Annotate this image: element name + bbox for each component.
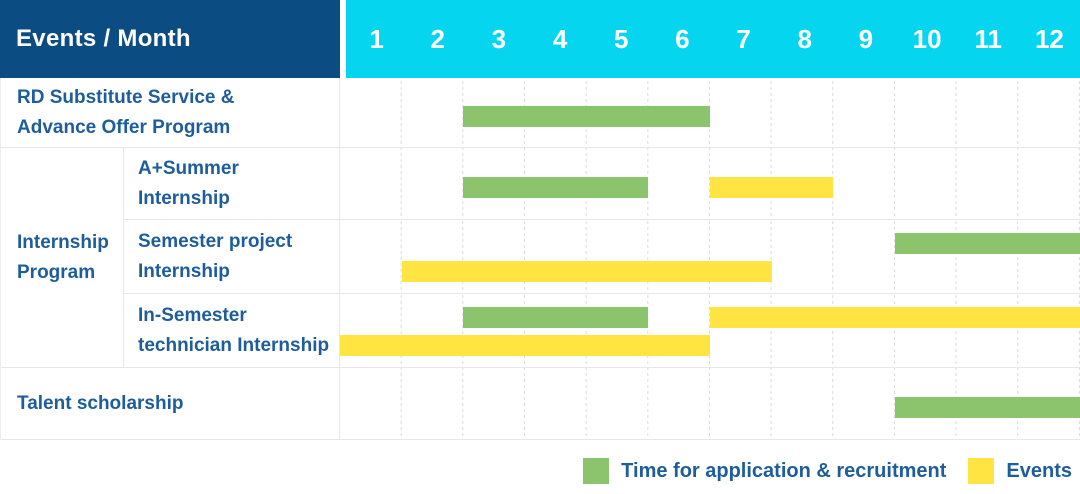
legend-item-application-recruitment: Time for application & recruitment	[583, 458, 946, 484]
chart-row-in-semester-technician-internship	[340, 294, 1080, 368]
month-label: 10	[912, 23, 942, 54]
legend: Time for application & recruitment Event…	[0, 440, 1080, 494]
month-gridlines	[340, 78, 1080, 147]
month-label: 6	[675, 23, 690, 54]
month-gridlines	[340, 220, 1080, 293]
month-label: 2	[430, 23, 445, 54]
gantt-table: Events / Month 1 2 3 4 5 6 7 8 9 10 11 12 RD Substi…	[0, 0, 1080, 440]
legend-swatch-yellow-icon	[968, 458, 995, 484]
gantt-bar-green	[895, 396, 1080, 418]
gantt-bar-yellow	[710, 176, 834, 198]
chart-row-semester-project-internship	[340, 220, 1080, 294]
row-label-a-summer-internship: A+Summer Internship	[124, 148, 340, 220]
row-group-text: Internship Program	[17, 231, 109, 283]
legend-swatch-green-icon	[583, 458, 610, 484]
chart-row-talent-scholarship	[340, 368, 1080, 440]
row-label-text: Talent scholarship	[17, 392, 184, 414]
legend-label: Time for application & recruitment	[621, 459, 947, 482]
month-label: 9	[858, 23, 874, 54]
row-group-internship-program: Internship Program	[0, 148, 124, 368]
row-label-rd-substitute: RD Substitute Service & Advance Offer Pr…	[0, 78, 340, 148]
gantt-bar-green	[463, 307, 649, 328]
gantt-bar-yellow	[710, 307, 1080, 328]
chart-row-a-summer-internship	[340, 148, 1080, 220]
page-title: Events / Month	[16, 25, 191, 52]
month-label: 12	[1034, 23, 1064, 54]
gantt-bar-yellow	[340, 335, 710, 356]
month-label: 7	[736, 23, 751, 54]
month-header-row: 1 2 3 4 5 6 7 8 9 10 11 12	[340, 0, 1080, 78]
gantt-bar-green	[463, 176, 649, 198]
legend-label: Events	[1006, 459, 1072, 482]
row-label-semester-project-internship: Semester project Internship	[124, 220, 340, 294]
row-label-text: A+Summer Internship	[138, 157, 239, 209]
month-label: 5	[614, 23, 629, 54]
month-label: 1	[369, 23, 384, 54]
gantt-bar-green	[463, 105, 710, 127]
legend-item-events: Events	[968, 458, 1072, 484]
row-label-in-semester-technician-internship: In-Semester technician Internship	[124, 294, 340, 368]
month-label: 4	[552, 23, 568, 54]
chart-row-rd-substitute	[340, 78, 1080, 148]
row-label-talent-scholarship: Talent scholarship	[0, 368, 340, 440]
table-corner-header: Events / Month	[0, 0, 340, 78]
month-label: 8	[797, 23, 812, 54]
row-label-text: In-Semester technician Internship	[138, 304, 330, 356]
month-label: 3	[491, 23, 507, 54]
gantt-bar-green	[895, 233, 1080, 254]
month-gridlines	[340, 294, 1080, 367]
gantt-bar-yellow	[401, 261, 772, 282]
row-label-text: RD Substitute Service & Advance Offer Pr…	[17, 86, 235, 138]
month-label: 11	[974, 23, 1002, 54]
row-label-text: Semester project Internship	[138, 230, 293, 282]
